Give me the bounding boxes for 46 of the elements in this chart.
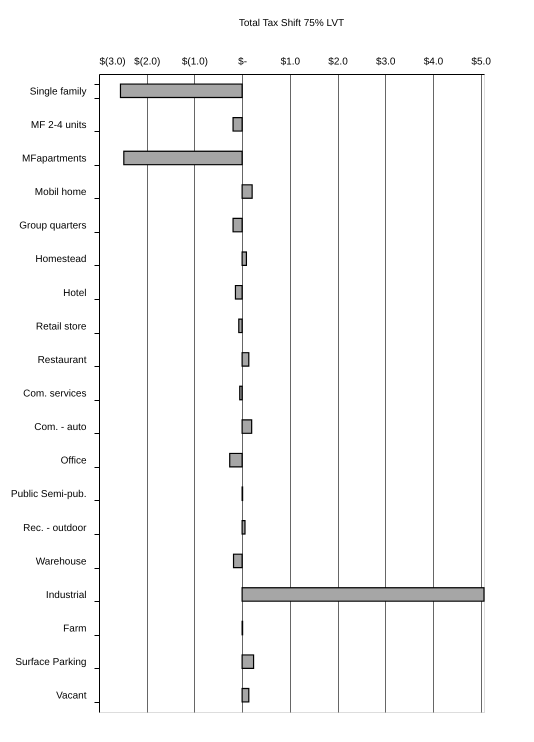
x-tick-label: $(2.0) (134, 56, 160, 68)
bar (242, 520, 246, 535)
y-tick-label: MFapartments (22, 153, 86, 164)
bar (242, 184, 253, 199)
x-tick-label: $(3.0) (100, 56, 126, 68)
bar (232, 554, 243, 568)
y-tick-label: Homestead (35, 254, 86, 266)
bar (120, 83, 243, 98)
y-tick-label: Warehouse (36, 556, 87, 568)
x-tick-label: $4.0 (424, 56, 444, 68)
y-tick-label: Com. services (23, 388, 86, 400)
y-tick-label: Office (60, 456, 87, 467)
bar (234, 284, 243, 300)
y-tick-label: Industrial (46, 590, 86, 601)
y-tick-label: MF 2-4 units (30, 120, 86, 131)
x-tick-label: $3.0 (376, 56, 396, 68)
x-tick-label: $1.0 (280, 56, 300, 68)
chart-title: Total Tax Shift 75% LVT (238, 18, 344, 29)
y-tick-label: Group quarters (19, 220, 86, 232)
x-tick-label: $2.0 (328, 56, 348, 68)
y-tick-label: Com. - auto (34, 422, 87, 434)
bar (242, 688, 250, 703)
y-tick-label: Retail store (36, 321, 87, 332)
y-tick-label: Public Semi-pub. (10, 489, 86, 500)
bar (123, 150, 243, 166)
bar (239, 386, 243, 400)
y-tick-label: Single family (30, 86, 86, 98)
bar (242, 587, 485, 602)
bar (242, 251, 248, 266)
y-tick-label: Surface Parking (15, 657, 86, 668)
x-tick-label: $5.0 (471, 56, 492, 68)
bar (232, 117, 243, 132)
bar (232, 218, 243, 232)
y-tick-label: Hotel (63, 288, 86, 299)
bar (242, 419, 252, 434)
y-tick-label: Vacant (56, 690, 87, 702)
bar (229, 452, 243, 468)
bar (238, 318, 243, 334)
bar (242, 352, 250, 367)
y-tick-label: Mobil home (34, 187, 87, 198)
x-tick-label: $(1.0) (182, 56, 208, 68)
x-tick-label: $- (238, 56, 248, 68)
y-tick-label: Rec. - outdoor (23, 522, 88, 534)
y-tick-label: Restaurant (38, 354, 87, 366)
y-tick-label: Farm (63, 624, 86, 635)
bar (242, 654, 254, 669)
